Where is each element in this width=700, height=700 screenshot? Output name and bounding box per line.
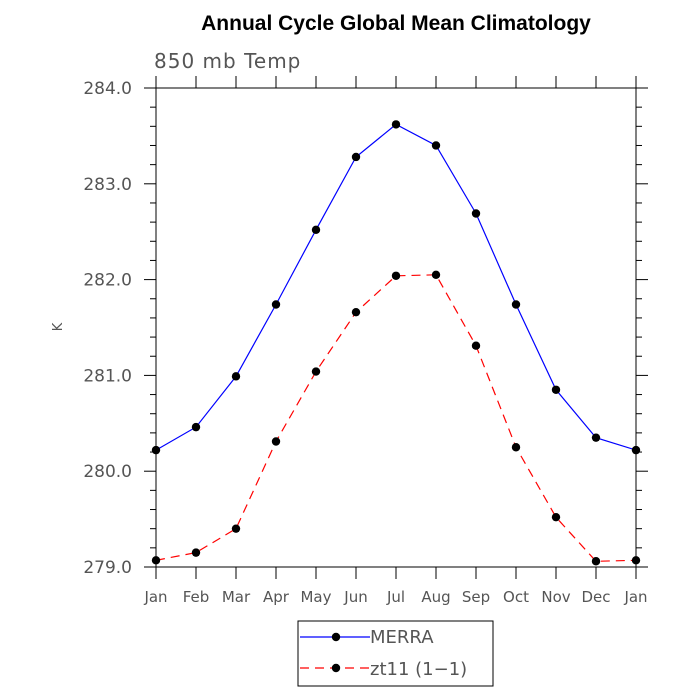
x-tick-label: May (300, 588, 331, 606)
legend-marker-merra (331, 632, 341, 642)
y-tick-label: 281.0 (83, 366, 132, 386)
series-1-point (271, 437, 281, 446)
y-tick-label: 284.0 (83, 79, 132, 99)
x-tick-label: Nov (541, 588, 570, 606)
series-1-point (631, 556, 641, 565)
x-tick-label: Jan (623, 588, 647, 606)
series-1-point (231, 524, 241, 533)
x-tick-label: Jun (343, 588, 367, 606)
legend: MERRA zt11 (1−1) (297, 620, 494, 687)
x-tick-label: Aug (421, 588, 450, 606)
y-tick-label: 279.0 (83, 558, 132, 578)
x-tick-label: Apr (263, 588, 290, 606)
axis-ticks (144, 76, 648, 579)
series-0-point (311, 225, 321, 234)
y-axis-label: K (51, 322, 66, 331)
legend-box (297, 620, 494, 687)
series-line-1 (155, 274, 637, 562)
series-0-point (511, 300, 521, 309)
series-1-point (471, 341, 481, 350)
legend-label-merra: MERRA (370, 627, 434, 648)
legend-label-zt11: zt11 (1−1) (370, 659, 467, 680)
series-0-point (471, 209, 481, 218)
series-1-point (431, 270, 441, 280)
x-tick-label: Jan (143, 588, 167, 606)
series-1-point (551, 512, 561, 522)
x-tick-label: Sep (462, 588, 490, 606)
series-1-point (391, 271, 401, 280)
series-1-point (351, 307, 361, 317)
series-0-point (591, 433, 601, 442)
series-1-point (511, 443, 521, 452)
y-tick-labels: 279.0 280.0 281.0 282.0 283.0 284.0 (83, 79, 132, 578)
series-layer (151, 120, 641, 566)
series-1-point (191, 548, 201, 557)
series-0-point (271, 300, 281, 309)
series-0-point (631, 445, 641, 455)
y-tick-label: 283.0 (83, 175, 132, 195)
x-tick-label: Oct (503, 588, 529, 606)
series-0-point (551, 385, 561, 394)
series-line-0 (155, 123, 637, 451)
x-tick-label: Jul (386, 588, 405, 606)
series-0-point (231, 372, 241, 381)
series-0-point (351, 152, 361, 162)
chart-subtitle: 850 mb Temp (154, 49, 301, 73)
series-0-point (391, 120, 401, 129)
chart-title: Annual Cycle Global Mean Climatology (201, 12, 591, 35)
series-0-point (431, 141, 441, 150)
legend-marker-zt11 (331, 663, 341, 673)
series-1-point (311, 367, 321, 376)
x-tick-label: Dec (581, 588, 610, 606)
plot-frame (155, 87, 637, 568)
series-1-point (591, 557, 601, 566)
series-0-point (191, 422, 201, 432)
x-tick-label: Mar (222, 588, 251, 606)
y-tick-label: 280.0 (83, 462, 132, 482)
x-tick-label: Feb (183, 588, 210, 606)
series-0-point (151, 445, 161, 455)
y-tick-label: 282.0 (83, 271, 132, 291)
series-1-point (151, 556, 161, 565)
x-tick-labels: Jan Feb Mar Apr May Jun Jul Aug Sep Oct Nov Dec Jan (143, 588, 647, 606)
